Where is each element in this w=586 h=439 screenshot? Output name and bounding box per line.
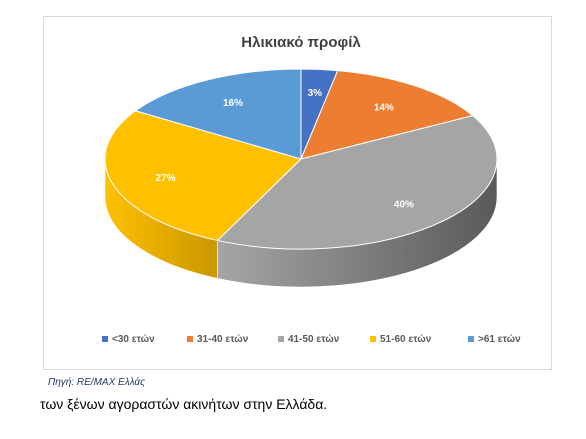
data-label-4: 16%	[223, 98, 243, 109]
legend: <30 ετών 31-40 ετών 41-50 ετών 51-60 ετών >6…	[102, 334, 521, 345]
chart-title: Ηλικιακό προφίλ	[241, 34, 361, 51]
legend-swatch-0	[102, 336, 108, 342]
legend-swatch-3	[370, 336, 376, 342]
source-note: Πηγή: RE/MAX Ελλάς	[48, 377, 145, 388]
pie-slice-4	[134, 68, 302, 160]
pie-labels: 3% 14% 40% 27% 16%	[155, 88, 414, 211]
data-label-0: 3%	[308, 88, 323, 99]
data-label-2: 40%	[394, 199, 414, 210]
legend-swatch-2	[278, 336, 284, 342]
legend-label-4: >61 ετών	[478, 334, 521, 345]
legend-label-2: 41-50 ετών	[288, 334, 340, 345]
caption: των ξένων αγοραστών ακινήτων στην Ελλάδα…	[40, 396, 328, 412]
pie-tops	[104, 68, 498, 250]
pie-slice-3	[104, 110, 302, 241]
chart-frame: Ηλικιακό προφίλ 3% 14% 40% 27% 16% <30 ετών 3…	[43, 16, 552, 370]
data-label-1: 14%	[374, 103, 394, 114]
pie-slice-2	[216, 115, 498, 250]
legend-label-0: <30 ετών	[112, 334, 155, 345]
pie-chart: Ηλικιακό προφίλ 3% 14% 40% 27% 16% <30 ετών 3…	[102, 34, 521, 345]
pie-slice-1	[300, 70, 474, 160]
data-label-3: 27%	[155, 173, 175, 184]
legend-label-3: 51-60 ετών	[380, 334, 432, 345]
legend-swatch-4	[468, 336, 474, 342]
legend-swatch-1	[187, 336, 193, 342]
legend-label-1: 31-40 ετών	[197, 334, 249, 345]
